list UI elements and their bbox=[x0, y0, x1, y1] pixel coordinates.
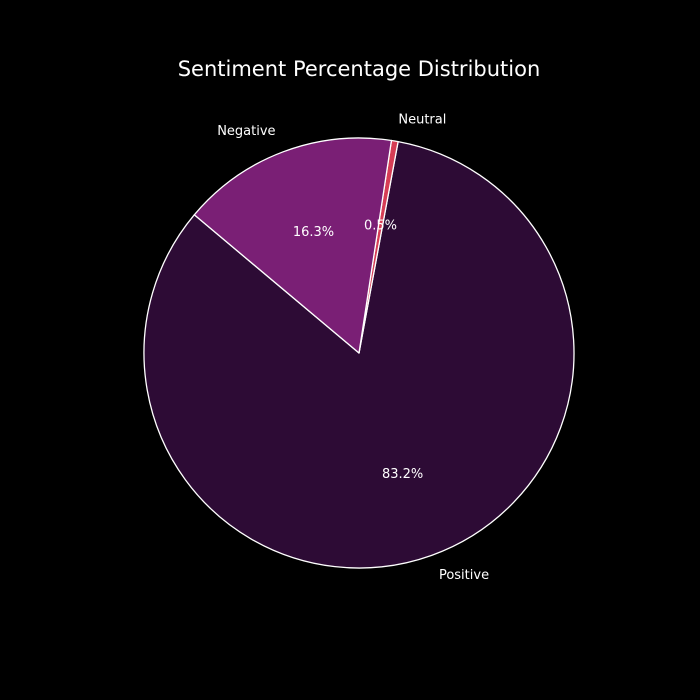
slice-label-negative: Negative bbox=[217, 124, 275, 139]
pie-labels: Positive 83.2% Neutral 0.5% Negative 16.3% bbox=[217, 112, 489, 583]
pct-label-positive: 83.2% bbox=[382, 467, 423, 482]
slice-label-positive: Positive bbox=[439, 568, 489, 583]
pct-label-neutral: 0.5% bbox=[364, 218, 397, 233]
slice-label-neutral: Neutral bbox=[398, 112, 446, 127]
pie-slices bbox=[143, 137, 575, 569]
pie-slice-negative bbox=[193, 137, 393, 354]
pie-slice-positive bbox=[143, 140, 575, 569]
chart-title: Sentiment Percentage Distribution bbox=[178, 57, 541, 81]
pct-label-negative: 16.3% bbox=[293, 225, 334, 240]
